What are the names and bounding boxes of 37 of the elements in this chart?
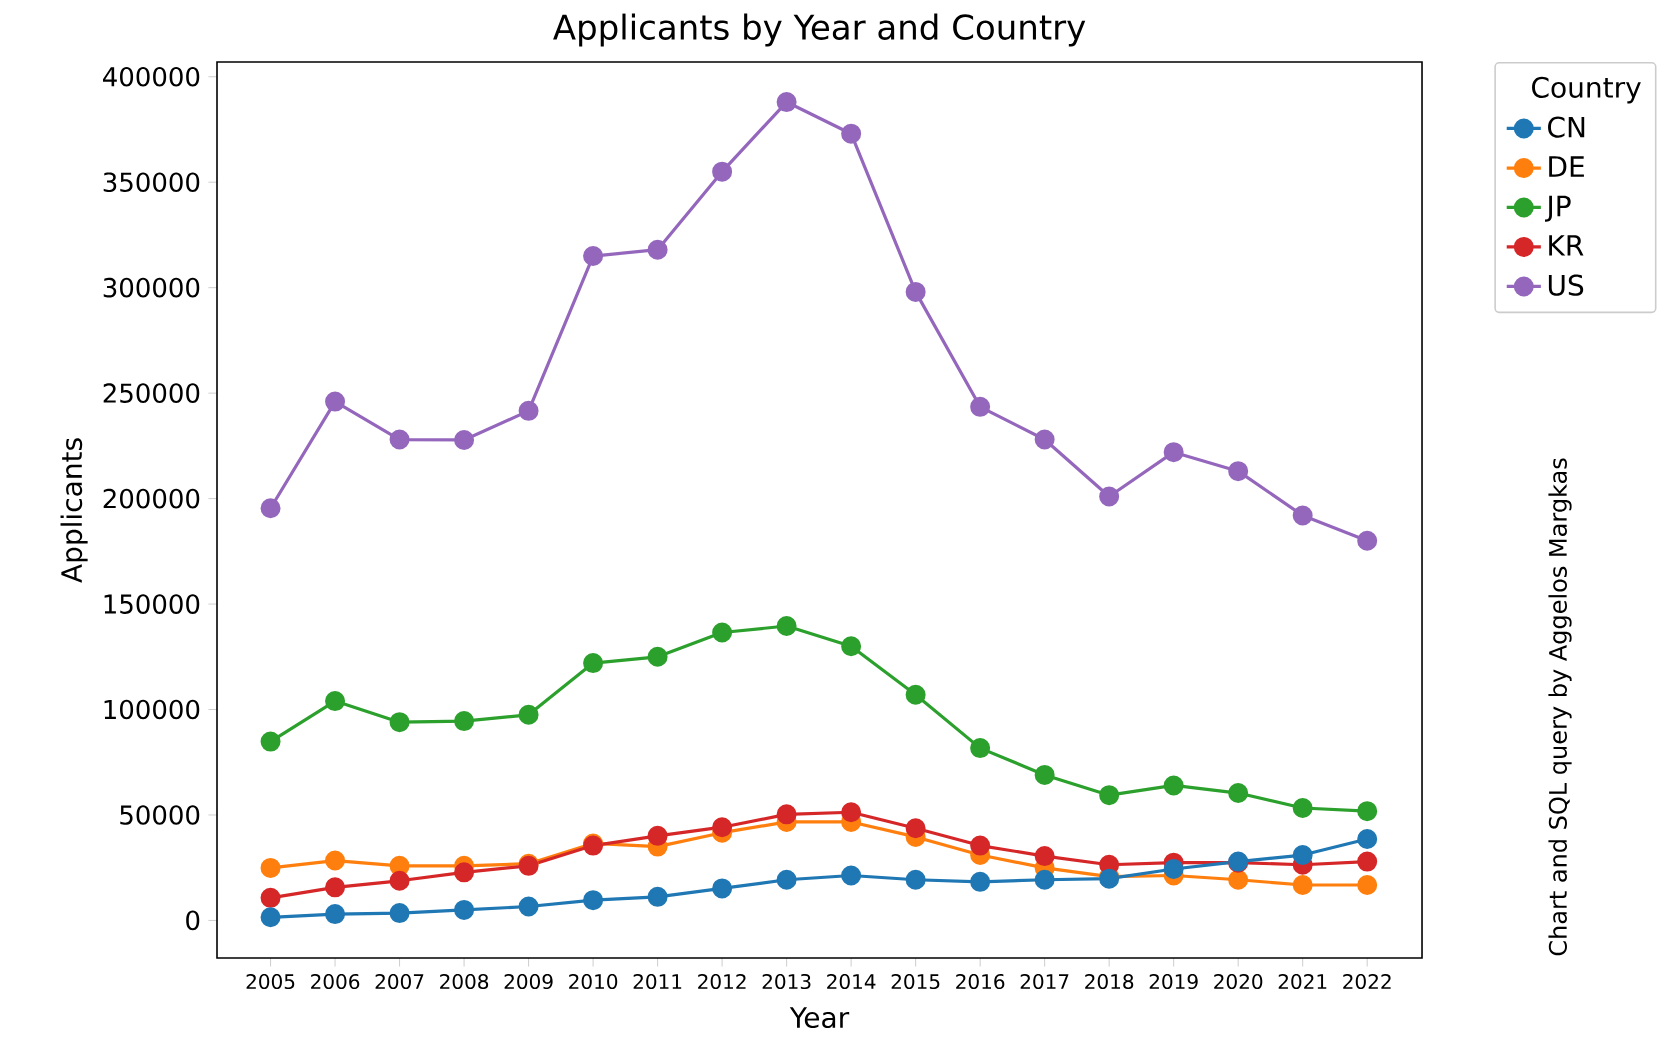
x-tick-label: 2020 [1214, 973, 1263, 990]
x-tick-label: 2011 [633, 973, 682, 990]
x-tick-label: 2013 [762, 973, 811, 990]
x-tick-label: 2014 [827, 973, 876, 990]
y-tick-label: 250000 [103, 383, 200, 403]
y-tick-label: 200000 [103, 488, 200, 509]
x-tick-label: 2022 [1343, 973, 1391, 990]
legend-label: US [1548, 274, 1584, 296]
x-tick-label: 2015 [891, 973, 940, 990]
legend-label: CN [1548, 116, 1585, 138]
x-axis-title: Year [789, 1007, 850, 1029]
x-tick-label: 2019 [1149, 973, 1198, 990]
legend-label: KR [1549, 235, 1584, 256]
x-tick-label: 2005 [246, 973, 295, 990]
legend-title: Country [1532, 76, 1641, 104]
x-tick-label: 2010 [569, 973, 618, 990]
x-tick-label: 2009 [504, 973, 553, 990]
legend-label: DE [1549, 156, 1584, 177]
x-tick-label: 2007 [375, 973, 424, 990]
chart-title: Applicants by Year and Country [553, 13, 1086, 47]
y-tick-label: 100000 [104, 699, 200, 720]
y-tick-label: 150000 [104, 594, 200, 614]
x-tick-label: 2008 [440, 973, 489, 990]
y-tick-label: 300000 [103, 277, 200, 298]
y-tick-label: 400000 [103, 66, 200, 87]
y-tick-label: 50000 [120, 805, 200, 825]
x-tick-label: 2017 [1020, 973, 1069, 990]
x-tick-label: 2021 [1278, 973, 1327, 990]
y-tick-label: 0 [186, 910, 200, 931]
legend-label: JP [1545, 195, 1571, 222]
x-tick-label: 2012 [698, 973, 746, 990]
x-tick-label: 2018 [1085, 973, 1134, 990]
x-tick-label: 2006 [311, 973, 360, 990]
x-tick-label: 2016 [956, 973, 1005, 990]
y-tick-label: 350000 [103, 172, 200, 193]
text: Chart and SQL query by Aggelos Margkas [1548, 458, 1572, 956]
y-axis-title: Applicants [60, 438, 88, 583]
